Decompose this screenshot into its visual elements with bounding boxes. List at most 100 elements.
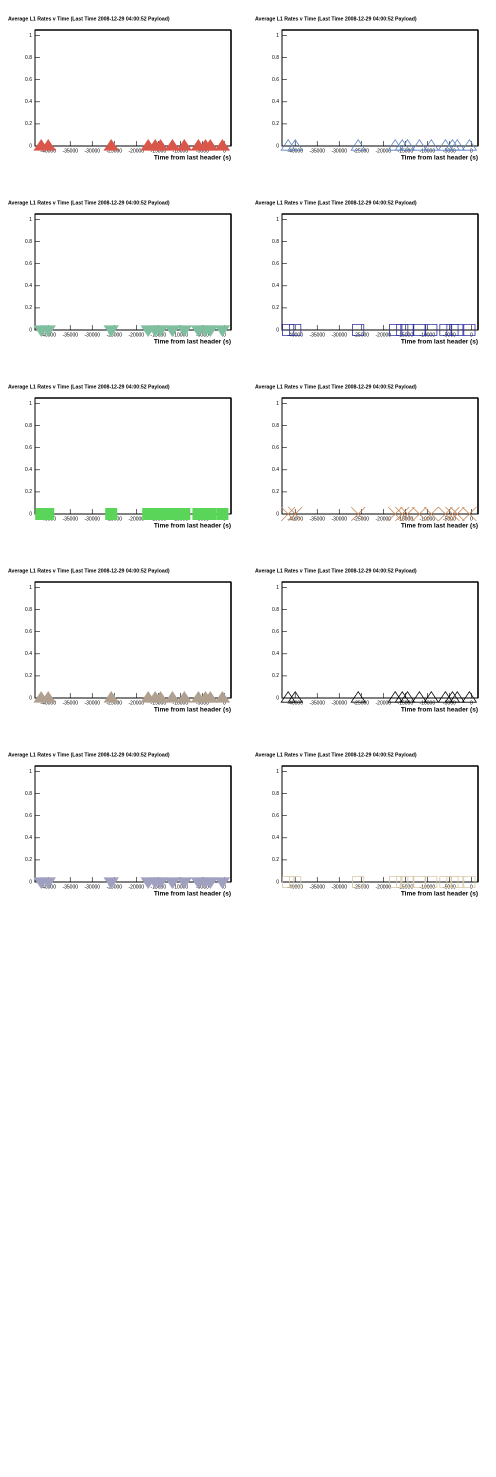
x-axis-label: Time from last header (s): [154, 339, 231, 346]
marker: [287, 506, 303, 522]
marker: [103, 690, 119, 703]
x-tick-label: 0: [470, 700, 473, 706]
chart-title: Average L1 Rates v Time (Last Time 2008-…: [8, 752, 170, 758]
y-tick-label: 1: [276, 769, 279, 775]
y-tick-label: 0.8: [25, 239, 32, 245]
marker: [449, 690, 466, 703]
x-tick-label: -5000: [443, 700, 456, 706]
x-tick-label: -40000: [287, 516, 303, 522]
x-axis-label: Time from last header (s): [401, 155, 478, 162]
marker: [103, 325, 119, 338]
y-tick-label: 0.8: [272, 791, 279, 797]
marker: [152, 138, 169, 151]
y-tick-label: 0: [276, 511, 279, 517]
marker: [287, 690, 303, 703]
panel: Average L1 Rates v Time (Last Time 2008-…: [8, 568, 232, 714]
marker: [352, 324, 365, 336]
marker: [413, 324, 426, 336]
marker: [411, 138, 428, 151]
x-tick-label: -20000: [129, 332, 145, 338]
plot-frame: [281, 765, 479, 883]
y-tick-label: 1: [29, 33, 32, 39]
x-tick-label: -20000: [376, 516, 392, 522]
marker: [204, 508, 217, 520]
x-tick-label: -20000: [376, 884, 392, 890]
x-tick-label: -5000: [196, 884, 209, 890]
marker: [400, 506, 415, 522]
x-tick-label: -35000: [309, 332, 325, 338]
x-axis-label: Time from last header (s): [401, 523, 478, 530]
chart-title: Average L1 Rates v Time (Last Time 2008-…: [255, 16, 417, 22]
marker: [461, 690, 478, 703]
marker: [289, 324, 302, 336]
x-tick-label: -35000: [62, 148, 78, 154]
y-tick-label: 0.4: [25, 283, 32, 289]
y-tick-label: 0.2: [25, 489, 32, 495]
x-tick-label: -10000: [173, 700, 189, 706]
marker: [461, 138, 478, 151]
y-tick-label: 0.6: [25, 629, 32, 635]
panel: Average L1 Rates v Time (Last Time 2008-…: [8, 752, 232, 898]
y-tick-label: 1: [276, 585, 279, 591]
marker: [164, 138, 181, 151]
y-tick-label: 0: [276, 879, 279, 885]
marker: [449, 138, 466, 151]
plot-frame: [34, 29, 232, 147]
y-tick-label: 0.2: [25, 305, 32, 311]
x-tick-label: -35000: [309, 700, 325, 706]
marker: [202, 325, 219, 338]
y-tick-label: 0.4: [25, 835, 32, 841]
x-axis-label: Time from last header (s): [154, 891, 231, 898]
x-tick-label: -10000: [420, 700, 436, 706]
x-axis-label: Time from last header (s): [401, 707, 478, 714]
marker: [202, 138, 219, 151]
y-tick-label: 0.8: [25, 55, 32, 61]
x-tick-label: -20000: [376, 148, 392, 154]
y-tick-label: 0.6: [25, 261, 32, 267]
x-tick-label: 0: [223, 332, 226, 338]
marker: [42, 508, 55, 520]
y-tick-label: 0.2: [25, 857, 32, 863]
marker: [450, 506, 465, 522]
y-tick-label: 0.6: [25, 445, 32, 451]
chart-title: Average L1 Rates v Time (Last Time 2008-…: [255, 384, 417, 390]
y-tick-label: 0.4: [272, 835, 279, 841]
marker: [164, 877, 181, 890]
plot-frame: [34, 213, 232, 331]
marker: [425, 324, 438, 336]
x-tick-label: -20000: [376, 332, 392, 338]
marker: [40, 690, 56, 703]
marker: [289, 876, 302, 888]
y-tick-label: 0.8: [25, 791, 32, 797]
y-tick-label: 0.2: [272, 121, 279, 127]
y-tick-label: 0.8: [272, 55, 279, 61]
y-tick-label: 0.6: [272, 261, 279, 267]
y-tick-label: 0.6: [272, 445, 279, 451]
x-axis-label: Time from last header (s): [154, 707, 231, 714]
panel: Average L1 Rates v Time (Last Time 2008-…: [255, 200, 479, 346]
y-tick-label: 0.8: [272, 423, 279, 429]
marker: [287, 138, 303, 151]
marker: [176, 690, 193, 703]
x-tick-label: -20000: [129, 516, 145, 522]
marker: [176, 877, 193, 890]
y-tick-label: 1: [29, 769, 32, 775]
y-tick-label: 0.6: [25, 813, 32, 819]
y-tick-label: 0.2: [272, 489, 279, 495]
x-tick-label: -35000: [62, 700, 78, 706]
x-tick-label: -25000: [106, 332, 122, 338]
marker: [154, 508, 167, 520]
panel: Average L1 Rates v Time (Last Time 2008-…: [8, 16, 232, 162]
marker: [152, 690, 169, 703]
x-tick-label: 0: [223, 148, 226, 154]
y-tick-label: 1: [29, 217, 32, 223]
marker: [423, 138, 440, 151]
x-tick-label: -15000: [151, 884, 167, 890]
x-tick-label: -30000: [84, 700, 100, 706]
marker: [103, 138, 119, 151]
x-tick-label: -5000: [196, 700, 209, 706]
y-tick-label: 0.4: [272, 99, 279, 105]
y-tick-label: 1: [29, 585, 32, 591]
x-tick-label: -30000: [331, 332, 347, 338]
